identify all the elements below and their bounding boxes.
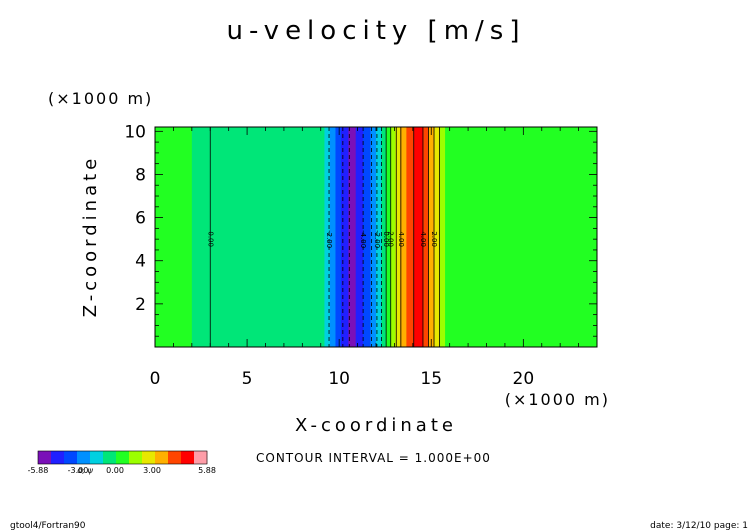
colorbar-swatch-10 [168,451,182,464]
field-column-13 [390,127,396,347]
colorbar-swatch-2 [64,451,78,464]
colorbar-tick-label: -3.00 [68,466,89,475]
contour-lines [209,127,440,347]
y-tick-label: 10 [124,122,146,142]
x-tick-label: 20 [513,369,535,389]
field-column-4 [335,127,342,347]
colorbar-swatch-9 [155,451,169,464]
field-column-7 [355,127,364,347]
field-column-18 [422,127,429,347]
colorbar-tick-label: 0.00 [106,466,124,475]
field-column-5 [341,127,349,347]
contour-label-11: 4.00 [397,231,405,247]
contour-label-4: -4.00 [359,230,367,248]
x-axis-unit-label: (×1000 m) [505,390,610,409]
colorbar-frame [37,450,208,465]
x-tick-label: 15 [420,369,442,389]
field-column-15 [399,127,407,347]
field-column-9 [370,127,377,347]
colorbar-swatch-4 [90,451,104,464]
contour-label-1: -2.00 [325,230,333,248]
field-column-8 [363,127,371,347]
field-column-14 [395,127,401,347]
y-tick-label: 4 [135,252,146,272]
contour-labels: 0.00 -2.00 -4.00 -2.00 0.002.00 4.00 4.00 2.00 [206,230,438,248]
field-column-12 [386,127,392,347]
field-columns [155,127,598,347]
y-tick-label: 8 [135,165,146,185]
field-column-21 [439,127,446,347]
colorbar-swatch-7 [129,451,143,464]
contour-label-15: 2.00 [430,231,438,247]
axis-tick-labels: 0 5 10 15 20 2 4 6 8 10 [124,122,534,389]
contour-label-8: 0.00 [382,231,390,247]
contour-label-6: -2.00 [373,230,381,248]
colorbar-swatch-11 [181,451,195,464]
field-column-2 [324,127,331,347]
y-tick-label: 6 [135,209,146,229]
colorbar-swatch-12 [194,451,208,464]
field-column-6 [348,127,357,347]
contour-label-0: 0.00 [206,231,214,247]
colorbar-swatch-0 [38,451,52,464]
axis-ticks [154,127,598,348]
x-tick-label: 0 [150,369,161,389]
colorbar-tick-label: 5.88 [198,466,216,475]
y-axis-title: Z-coordinate [80,155,101,318]
field-column-0 [155,127,193,347]
contour-interval-text: CONTOUR INTERVAL = 1.000E+00 [256,451,491,465]
field-column-22 [445,127,598,347]
footer-program-label: gtool4/Fortran90 [10,521,86,531]
field-column-11 [381,127,387,347]
contour-label-9: 2.00 [387,231,395,247]
x-axis-title: X-coordinate [295,415,457,436]
field-column-17 [413,127,424,347]
chart-title: u-velocity [m/s] [227,16,526,46]
colorbar-swatch-5 [103,451,117,464]
colorbar [37,450,208,465]
field-column-1 [191,127,325,347]
y-axis-unit-label: (×1000 m) [48,89,153,108]
x-tick-label: 10 [328,369,350,389]
colorbar-swatch-3 [77,451,91,464]
colorbar-labels: -5.88 -3.00 0.00 3.00 5.88 [28,466,216,475]
colorbar-overlap-label: σ; ψ [77,466,93,475]
colorbar-swatch-6 [116,451,130,464]
field-column-20 [434,127,440,347]
x-tick-label: 5 [242,369,253,389]
field-column-3 [329,127,336,347]
colorbar-tick-label: 3.00 [143,466,161,475]
footer-date-page: date: 3/12/10 page: 1 [650,521,748,531]
field-column-19 [428,127,435,347]
y-tick-label: 2 [135,295,146,315]
contour-label-13: 4.00 [419,231,427,247]
colorbar-tick-label: -5.88 [28,466,49,475]
field-column-10 [376,127,382,347]
field-column-16 [406,127,415,347]
colorbar-swatch-8 [142,451,156,464]
colorbar-swatch-1 [51,451,65,464]
